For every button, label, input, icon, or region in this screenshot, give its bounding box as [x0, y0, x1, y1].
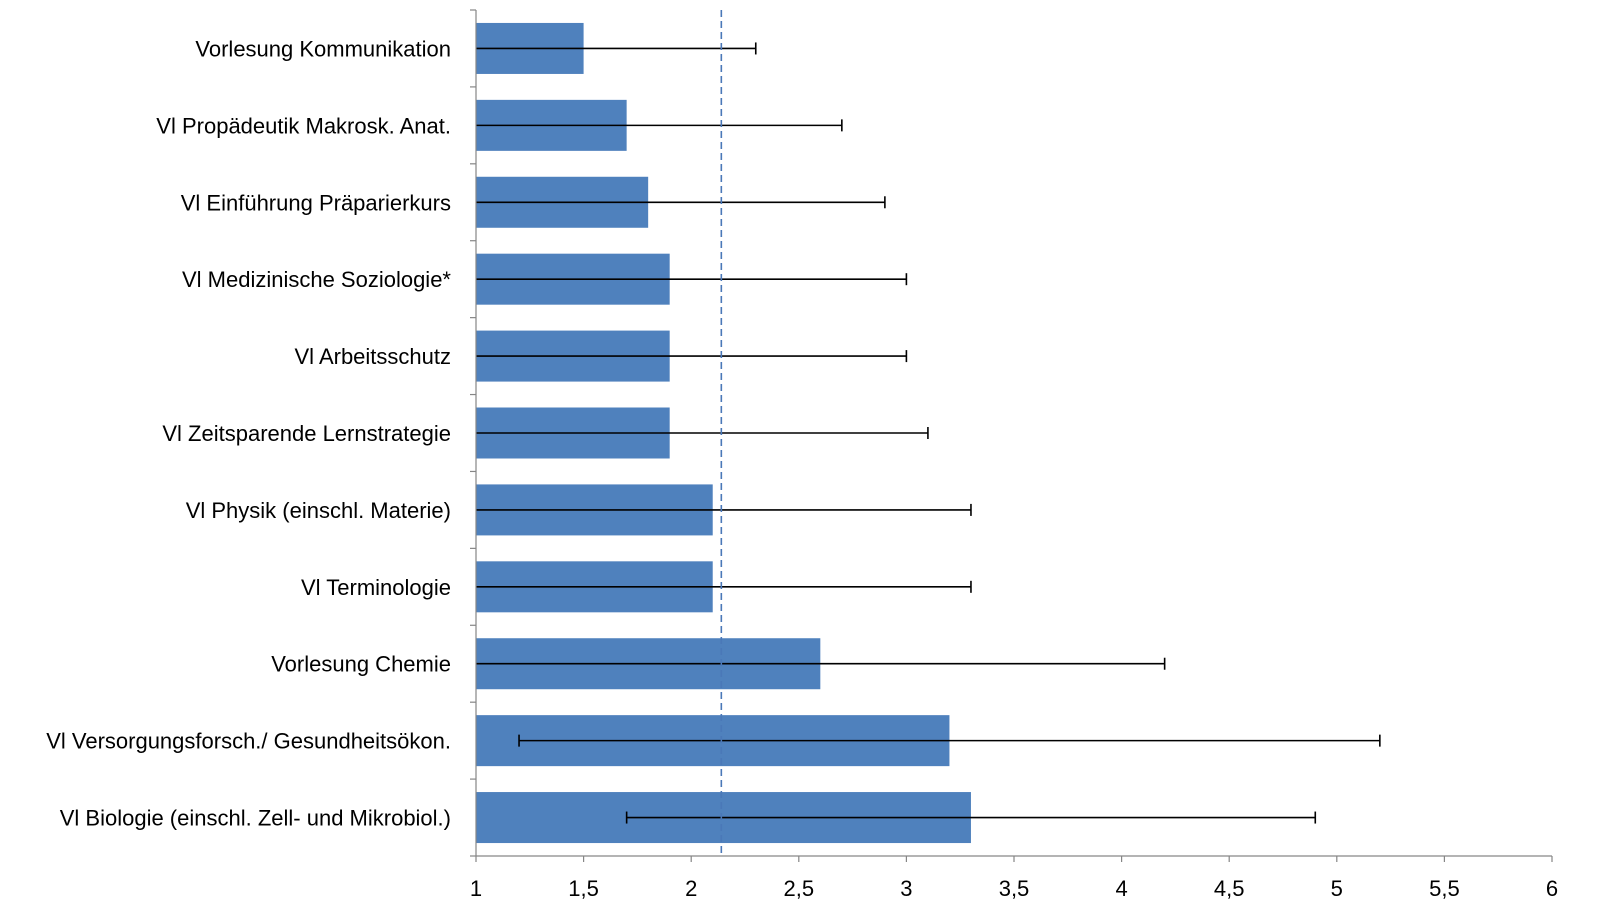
x-tick-label: 1,5	[568, 876, 599, 901]
error-bars-layer	[476, 42, 1380, 823]
x-tick-label: 3,5	[999, 876, 1030, 901]
category-label: Vl Terminologie	[301, 575, 451, 600]
category-label: Vl Medizinische Soziologie*	[182, 267, 451, 292]
category-label: Vl Physik (einschl. Materie)	[186, 498, 451, 523]
x-tick-label: 5	[1331, 876, 1343, 901]
category-label: Vorlesung Kommunikation	[195, 36, 451, 61]
x-tick-label: 2,5	[784, 876, 815, 901]
category-label: Vl Einführung Präparierkurs	[181, 190, 451, 215]
x-tick-label: 5,5	[1429, 876, 1460, 901]
category-label: Vl Propädeutik Makrosk. Anat.	[156, 113, 451, 138]
x-tick-label: 6	[1546, 876, 1558, 901]
category-label: Vorlesung Chemie	[271, 652, 451, 677]
category-label: Vl Zeitsparende Lernstrategie	[162, 421, 451, 446]
x-tick-label: 3	[900, 876, 912, 901]
category-label: Vl Arbeitsschutz	[294, 344, 451, 369]
x-tick-label: 2	[685, 876, 697, 901]
x-tick-label: 4	[1115, 876, 1127, 901]
x-tick-label: 1	[470, 876, 482, 901]
category-label: Vl Versorgungsforsch./ Gesundheitsökon.	[46, 729, 451, 754]
category-labels: Vorlesung Kommunikation Vl Propädeutik Ma…	[46, 36, 451, 830]
x-tick-label: 4,5	[1214, 876, 1245, 901]
category-label: Vl Biologie (einschl. Zell- und Mikrobio…	[60, 806, 451, 831]
